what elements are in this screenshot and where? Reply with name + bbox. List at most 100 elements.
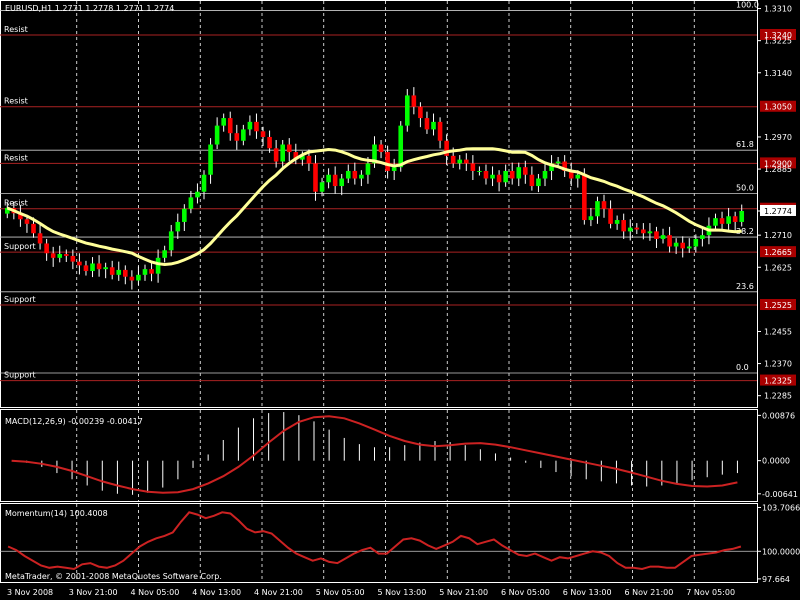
level-price-tag <box>760 28 796 40</box>
candle-body <box>4 207 10 214</box>
candle-body <box>667 235 672 247</box>
candle-body <box>162 250 167 258</box>
candle-body <box>188 197 194 209</box>
candle-body <box>700 235 705 239</box>
macd-signal-line <box>11 415 738 494</box>
candle-body <box>444 140 449 156</box>
level-price: 1.2665 <box>764 248 792 257</box>
candle-body <box>254 121 259 132</box>
candle-body <box>201 174 207 192</box>
candle-body <box>726 216 731 224</box>
time-label: 3 Nov 2008 <box>7 588 53 597</box>
candle-body <box>332 174 338 187</box>
level-price-tag <box>760 246 796 258</box>
candle-body <box>365 163 371 175</box>
candle-body <box>693 238 699 247</box>
candle-body <box>293 152 299 160</box>
candle-body <box>470 163 476 171</box>
time-label: 6 Nov 05:00 <box>501 588 550 597</box>
candle-body <box>601 201 607 209</box>
candle-body <box>280 144 285 162</box>
candle-body <box>568 170 574 179</box>
candle-body <box>234 133 240 141</box>
candle-body <box>247 121 253 130</box>
candle-body <box>267 136 272 149</box>
price-tick-label: 1.2625 <box>764 263 792 272</box>
candle-body <box>457 159 463 164</box>
level-label: Support <box>4 295 36 304</box>
momentum-indicator: 103.7066 100.0000 97.664 <box>0 503 800 584</box>
main-panel[interactable] <box>0 0 758 408</box>
candle-body <box>686 246 692 249</box>
fib-label: 61.8 <box>736 140 754 149</box>
candle-body <box>96 263 102 270</box>
support-resistance-levels: Resist 1.3240 Resist 1.3050 Resist 1.2900 Resi… <box>0 0 796 386</box>
time-label: 5 Nov 05:00 <box>316 588 365 597</box>
macd-tick-label: 0.00876 <box>762 411 795 420</box>
candle-body <box>352 170 358 179</box>
candle-body <box>411 95 417 107</box>
candle-body <box>31 223 36 234</box>
candle-body <box>529 174 535 187</box>
candle-body <box>477 170 482 172</box>
time-label: 4 Nov 05:00 <box>131 588 180 597</box>
price-tick-label: 1.3140 <box>764 69 792 78</box>
candle-body <box>378 144 384 153</box>
vertical-gridlines <box>76 1 695 582</box>
level-label: Resist <box>4 153 28 162</box>
candle-body <box>654 231 659 239</box>
candle-body <box>260 131 266 137</box>
candle-body <box>496 174 502 183</box>
candle-body <box>319 182 325 192</box>
candle-body <box>273 148 279 162</box>
candle-body <box>450 155 456 164</box>
price-tick-label: 1.2885 <box>764 165 792 174</box>
candle-body <box>437 121 443 141</box>
fib-label: 23.6 <box>736 282 754 291</box>
candle-body <box>345 170 351 179</box>
level-price: 1.3050 <box>764 103 792 112</box>
level-label: Support <box>4 371 36 380</box>
candle-body <box>398 125 404 168</box>
candle-body <box>129 276 135 281</box>
candle-body <box>37 233 43 244</box>
moving-average-line <box>6 147 742 267</box>
time-label: 3 Nov 21:00 <box>69 588 118 597</box>
level-label: Resist <box>4 199 28 208</box>
candle-body <box>523 167 528 175</box>
candle-body <box>641 229 646 234</box>
time-label: 4 Nov 21:00 <box>254 588 303 597</box>
momentum-title: Momentum(14) 100.4008 <box>5 509 108 518</box>
candle-body <box>555 161 561 164</box>
level-price-tag <box>760 374 796 386</box>
candle-body <box>63 254 69 256</box>
candle-body <box>549 163 554 171</box>
candle-body <box>326 174 331 183</box>
candle-body <box>608 208 613 224</box>
momentum-panel[interactable] <box>0 503 758 583</box>
copyright-text: MetaTrader, © 2001-2008 MetaQuotes Softw… <box>5 572 222 581</box>
candle-body <box>372 144 377 164</box>
price-tick-label: 1.2970 <box>764 133 792 142</box>
macd-indicator: 0.00876 0.0000 -0.00641 <box>11 411 798 499</box>
candle-body <box>182 208 187 222</box>
candle-body <box>24 219 30 224</box>
candle-body <box>44 243 49 254</box>
candle-body <box>168 231 174 251</box>
candle-body <box>149 269 154 274</box>
candle-body <box>582 174 587 221</box>
fib-label: 38.2 <box>736 227 754 236</box>
current-price-tag <box>760 204 796 216</box>
candle-body <box>647 231 653 234</box>
candle-body <box>483 170 489 179</box>
macd-panel[interactable] <box>0 409 758 502</box>
time-label: 6 Nov 13:00 <box>563 588 612 597</box>
momentum-line <box>7 511 742 571</box>
level-label: Resist <box>4 25 28 34</box>
level-price: 1.2325 <box>764 377 792 386</box>
candle-body <box>155 257 161 274</box>
price-tick-label: 1.2455 <box>764 327 792 336</box>
fib-label: 0.0 <box>736 363 749 372</box>
candle-body <box>732 216 738 222</box>
